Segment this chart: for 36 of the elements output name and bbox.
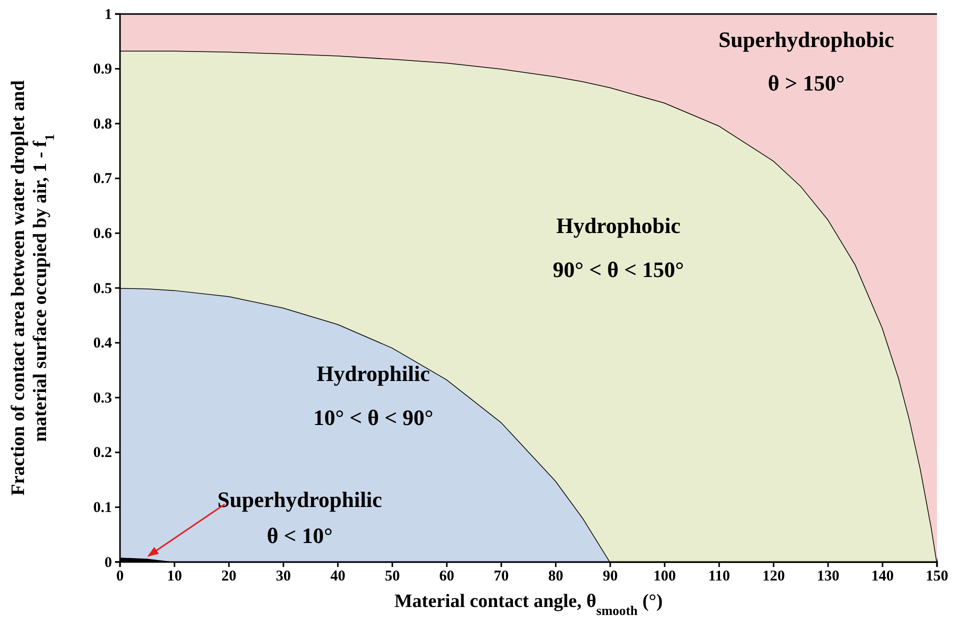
x-tick-label: 130 bbox=[816, 568, 840, 585]
x-axis-title: Material contact angle, θ$_{smooth}$ (°) bbox=[394, 591, 663, 618]
x-tick-label: 30 bbox=[276, 568, 291, 585]
x-tick-label: 50 bbox=[384, 568, 400, 585]
annotation: Hydrophilic bbox=[316, 361, 430, 386]
annotation: θ > 150° bbox=[768, 70, 845, 96]
y-tick-label: 0.5 bbox=[93, 280, 112, 297]
annotation: Hydrophobic bbox=[556, 213, 681, 238]
x-tick-label: 110 bbox=[708, 568, 730, 585]
y-tick-label: 0.4 bbox=[93, 336, 112, 352]
annotation: 90° < θ < 150° bbox=[552, 257, 684, 282]
y-tick-label: 0.6 bbox=[93, 226, 112, 242]
y-tick-label: 0.8 bbox=[93, 116, 112, 132]
x-tick-label: 80 bbox=[548, 568, 564, 585]
annotation: Superhydrophilic bbox=[217, 487, 382, 512]
x-tick-label: 10 bbox=[166, 568, 182, 585]
x-tick-label: 70 bbox=[494, 568, 509, 585]
x-tick-label: 20 bbox=[221, 568, 236, 585]
y-tick-label: 1 bbox=[104, 6, 112, 23]
y-tick-label: 0.7 bbox=[93, 171, 112, 188]
x-tick-label: 140 bbox=[871, 568, 894, 585]
annotation: θ < 10° bbox=[266, 522, 333, 548]
x-tick-label: 100 bbox=[653, 568, 676, 585]
y-tick-label: 0.1 bbox=[93, 500, 112, 516]
y-tick-label: 0.3 bbox=[93, 390, 112, 406]
annotation: 10° < θ < 90° bbox=[313, 405, 434, 430]
x-tick-label: 150 bbox=[926, 568, 948, 585]
y-tick-label: 0 bbox=[104, 554, 112, 571]
x-tick-label: 120 bbox=[762, 568, 785, 585]
x-tick-label: 0 bbox=[116, 568, 124, 585]
y-tick-label: 0.9 bbox=[93, 62, 112, 78]
x-tick-label: 90 bbox=[602, 568, 618, 585]
annotation: Superhydrophobic bbox=[718, 26, 894, 52]
x-tick-label: 60 bbox=[439, 568, 454, 585]
x-tick-label: 40 bbox=[330, 568, 346, 585]
y-tick-label: 0.2 bbox=[93, 445, 112, 462]
